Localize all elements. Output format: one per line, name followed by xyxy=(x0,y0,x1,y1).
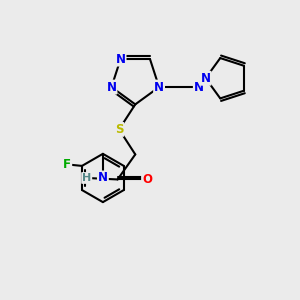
Text: N: N xyxy=(98,172,108,184)
Text: S: S xyxy=(115,123,123,136)
Text: F: F xyxy=(63,158,71,171)
Text: N: N xyxy=(106,81,116,94)
Text: N: N xyxy=(194,81,204,94)
Text: N: N xyxy=(154,81,164,94)
Text: O: O xyxy=(142,173,152,186)
Text: N: N xyxy=(201,72,211,85)
Text: H: H xyxy=(82,173,91,183)
Text: N: N xyxy=(116,52,126,66)
